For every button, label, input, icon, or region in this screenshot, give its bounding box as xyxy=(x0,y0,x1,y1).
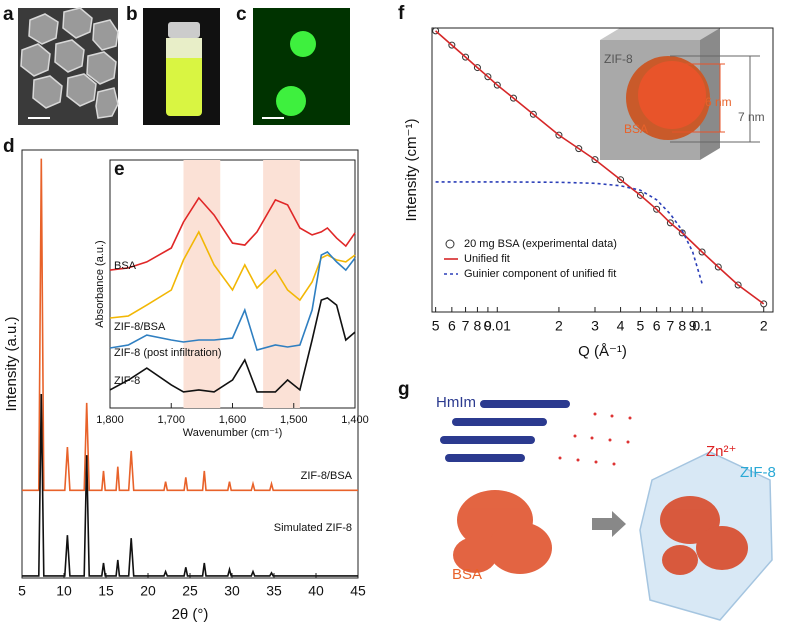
data-point xyxy=(575,145,583,153)
diagram-label: HmIm xyxy=(436,394,476,411)
x-tick-label: 8 xyxy=(474,318,482,334)
data-point xyxy=(714,263,722,271)
diagram-label: Zn²⁺ xyxy=(706,443,736,460)
series-line xyxy=(109,251,356,351)
curve-label: BSA xyxy=(114,260,137,272)
data-point xyxy=(653,205,661,213)
curve-label: ZIF-8 xyxy=(114,375,140,387)
x-tick-label: 10 xyxy=(56,583,72,599)
curve-label: ZIF-8/BSA xyxy=(301,470,353,482)
data-point xyxy=(734,281,742,289)
x-tick-label: 15 xyxy=(98,583,114,599)
panel-label: b xyxy=(126,4,138,25)
data-point xyxy=(636,191,644,199)
data-point xyxy=(473,64,481,72)
curve-label: ZIF-8/BSA xyxy=(114,321,166,333)
data-point xyxy=(555,131,563,139)
inset-label: 7 nm xyxy=(738,110,765,124)
x-axis-label: Wavenumber (cm⁻¹) xyxy=(183,427,283,439)
diagram-label: ZIF-8 xyxy=(740,464,776,481)
data-point xyxy=(462,53,470,61)
x-tick-label: 5 xyxy=(18,583,26,599)
y-axis-label: Intensity (cm⁻¹) xyxy=(403,119,420,222)
data-point xyxy=(432,27,440,35)
x-axis-label: 2θ (°) xyxy=(172,606,209,623)
x-tick-label: 45 xyxy=(350,583,366,599)
data-point xyxy=(591,156,599,164)
x-axis-label: Q (Å⁻¹) xyxy=(578,343,627,360)
x-tick-label: 6 xyxy=(448,318,456,334)
x-tick-label: 25 xyxy=(182,583,198,599)
x-tick-label: 9 xyxy=(484,318,492,334)
panel-label: f xyxy=(398,3,405,24)
x-tick-label: 2 xyxy=(760,318,768,334)
x-tick-label: 7 xyxy=(462,318,470,334)
data-point xyxy=(760,300,768,308)
x-tick-label: 7 xyxy=(666,318,674,334)
inset-label: 6 nm xyxy=(705,95,732,109)
data-point xyxy=(617,176,625,184)
series-line xyxy=(109,196,356,271)
y-axis-label: Absorbance (a.u.) xyxy=(94,240,106,327)
x-tick-label: 1,800 xyxy=(96,414,124,426)
data-point xyxy=(698,248,706,256)
data-point xyxy=(448,41,456,49)
curve-label: Simulated ZIF-8 xyxy=(274,522,352,534)
x-tick-label: 0.01 xyxy=(484,318,511,334)
x-tick-label: 1,600 xyxy=(219,414,247,426)
x-tick-label: 40 xyxy=(308,583,324,599)
inset-label: BSA xyxy=(624,122,648,136)
x-tick-label: 4 xyxy=(617,318,625,334)
panel-label: c xyxy=(236,4,247,25)
x-tick-label: 2 xyxy=(555,318,563,334)
f-inset xyxy=(600,28,760,160)
x-tick-label: 20 xyxy=(140,583,156,599)
highlight-band xyxy=(183,160,221,408)
g-diagram xyxy=(440,400,773,621)
curve-label: ZIF-8 (post infiltration) xyxy=(114,347,222,359)
data-point xyxy=(678,229,686,237)
x-tick-label: 1,400 xyxy=(341,414,369,426)
series-line xyxy=(22,393,358,577)
highlight-band xyxy=(263,160,300,408)
series-line xyxy=(109,230,356,319)
legend-label: Guinier component of unified fit xyxy=(464,268,616,280)
vial-photo xyxy=(143,8,220,125)
series-line xyxy=(435,181,703,284)
data-point xyxy=(529,110,537,118)
data-point xyxy=(484,73,492,81)
x-tick-label: 5 xyxy=(637,318,645,334)
panel-label: g xyxy=(398,379,410,400)
data-point xyxy=(666,219,674,227)
data-point xyxy=(509,94,517,102)
series-line xyxy=(109,296,356,393)
x-tick-label: 8 xyxy=(678,318,686,334)
x-tick-label: 0.1 xyxy=(692,318,712,334)
series-line xyxy=(22,158,358,492)
x-tick-label: 9 xyxy=(689,318,697,334)
y-axis-label: Intensity (a.u.) xyxy=(3,316,20,411)
data-point xyxy=(493,81,501,89)
x-tick-label: 6 xyxy=(653,318,661,334)
panel-label: d xyxy=(3,136,15,157)
x-tick-label: 35 xyxy=(266,583,282,599)
legend-marker xyxy=(445,239,455,249)
plot-frame xyxy=(431,27,774,313)
x-tick-label: 1,700 xyxy=(157,414,185,426)
legend-label: 20 mg BSA (experimental data) xyxy=(464,238,617,250)
x-tick-label: 3 xyxy=(591,318,599,334)
panel-label: a xyxy=(3,4,14,25)
panel-label: e xyxy=(114,159,125,180)
series-line xyxy=(435,30,765,305)
plot-frame xyxy=(109,159,356,409)
x-tick-label: 5 xyxy=(432,318,440,334)
x-tick-label: 30 xyxy=(224,583,240,599)
diagram-label: BSA xyxy=(452,566,482,583)
inset-label: ZIF-8 xyxy=(604,52,633,66)
sem-image xyxy=(18,7,119,125)
x-tick-label: 1,500 xyxy=(280,414,308,426)
legend-label: Unified fit xyxy=(464,253,510,265)
fluorescence-image xyxy=(253,8,350,125)
